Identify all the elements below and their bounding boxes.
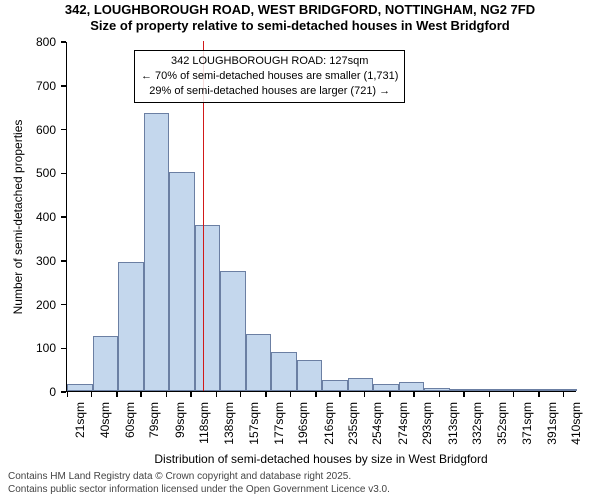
footer-line-1: Contains HM Land Registry data © Crown c… (8, 471, 390, 484)
x-tick-label: 293sqm (420, 402, 434, 452)
histogram-bar (399, 382, 425, 391)
x-tick-label: 99sqm (173, 402, 187, 452)
y-tick-mark (61, 216, 66, 218)
histogram-bar (93, 336, 119, 391)
histogram-bar (144, 113, 170, 391)
x-tick-mark (364, 392, 366, 397)
histogram-bar (322, 380, 348, 391)
histogram-bar (475, 389, 501, 391)
y-tick-label: 500 (0, 166, 56, 180)
histogram-bar (246, 334, 272, 391)
x-tick-mark (91, 392, 93, 397)
y-tick-label: 600 (0, 123, 56, 137)
x-tick-mark (216, 392, 218, 397)
histogram-bar (67, 384, 93, 391)
x-tick-mark (265, 392, 267, 397)
y-tick-mark (61, 85, 66, 87)
histogram-bar (526, 389, 552, 391)
x-axis-label: Distribution of semi-detached houses by … (66, 452, 576, 466)
x-tick-mark (413, 392, 415, 397)
x-tick-mark (240, 392, 242, 397)
histogram-bar (195, 225, 221, 391)
y-tick-label: 300 (0, 254, 56, 268)
histogram-bar (169, 172, 195, 391)
y-tick-label: 0 (0, 385, 56, 399)
chart-title: 342, LOUGHBOROUGH ROAD, WEST BRIDGFORD, … (0, 0, 600, 35)
x-tick-mark (116, 392, 118, 397)
x-tick-label: 157sqm (247, 402, 261, 452)
histogram-bar (297, 360, 323, 391)
histogram-bar (424, 388, 450, 392)
y-tick-label: 700 (0, 79, 56, 93)
x-tick-label: 138sqm (222, 402, 236, 452)
x-tick-label: 274sqm (396, 402, 410, 452)
y-tick-label: 200 (0, 298, 56, 312)
x-tick-mark (190, 392, 192, 397)
x-tick-label: 216sqm (322, 402, 336, 452)
y-tick-label: 800 (0, 35, 56, 49)
histogram-bar (552, 389, 578, 391)
x-tick-label: 177sqm (272, 402, 286, 452)
histogram-bar (118, 262, 144, 391)
footer-attribution: Contains HM Land Registry data © Crown c… (8, 471, 390, 496)
x-tick-mark (339, 392, 341, 397)
x-tick-mark (513, 392, 515, 397)
histogram-bar (271, 352, 297, 391)
x-tick-mark (389, 392, 391, 397)
annotation-box: 342 LOUGHBOROUGH ROAD: 127sqm ← 70% of s… (134, 50, 405, 103)
title-line-1: 342, LOUGHBOROUGH ROAD, WEST BRIDGFORD, … (0, 2, 600, 18)
x-tick-label: 40sqm (98, 402, 112, 452)
y-tick-mark (61, 348, 66, 350)
annotation-line-2: ← 70% of semi-detached houses are smalle… (141, 69, 398, 84)
x-tick-label: 391sqm (545, 402, 559, 452)
title-line-2: Size of property relative to semi-detach… (0, 18, 600, 34)
x-tick-mark (489, 392, 491, 397)
x-tick-label: 118sqm (197, 402, 211, 452)
x-tick-label: 332sqm (470, 402, 484, 452)
x-tick-label: 21sqm (73, 402, 87, 452)
y-tick-label: 100 (0, 341, 56, 355)
x-tick-mark (439, 392, 441, 397)
footer-line-2: Contains public sector information licen… (8, 484, 390, 497)
histogram-bar (501, 389, 527, 391)
x-tick-mark (563, 392, 565, 397)
histogram-bar (220, 271, 246, 391)
histogram-bar (348, 378, 374, 391)
x-tick-mark (67, 392, 69, 397)
y-tick-mark (61, 391, 66, 393)
x-tick-mark (315, 392, 317, 397)
x-tick-label: 60sqm (123, 402, 137, 452)
x-tick-label: 410sqm (569, 402, 583, 452)
x-tick-mark (463, 392, 465, 397)
y-tick-label: 400 (0, 210, 56, 224)
y-tick-mark (61, 129, 66, 131)
x-tick-mark (538, 392, 540, 397)
x-tick-label: 352sqm (495, 402, 509, 452)
x-tick-mark (140, 392, 142, 397)
y-tick-mark (61, 41, 66, 43)
y-tick-mark (61, 260, 66, 262)
x-tick-mark (290, 392, 292, 397)
x-tick-label: 235sqm (346, 402, 360, 452)
annotation-line-3: 29% of semi-detached houses are larger (… (141, 84, 398, 99)
x-tick-label: 313sqm (446, 402, 460, 452)
x-tick-mark (166, 392, 168, 397)
y-tick-mark (61, 173, 66, 175)
x-tick-label: 79sqm (147, 402, 161, 452)
x-tick-label: 196sqm (296, 402, 310, 452)
chart-container: 342, LOUGHBOROUGH ROAD, WEST BRIDGFORD, … (0, 0, 600, 500)
x-tick-label: 254sqm (370, 402, 384, 452)
y-tick-mark (61, 304, 66, 306)
histogram-bar (373, 384, 399, 391)
x-tick-label: 371sqm (520, 402, 534, 452)
histogram-bar (450, 389, 476, 391)
annotation-line-1: 342 LOUGHBOROUGH ROAD: 127sqm (141, 54, 398, 69)
